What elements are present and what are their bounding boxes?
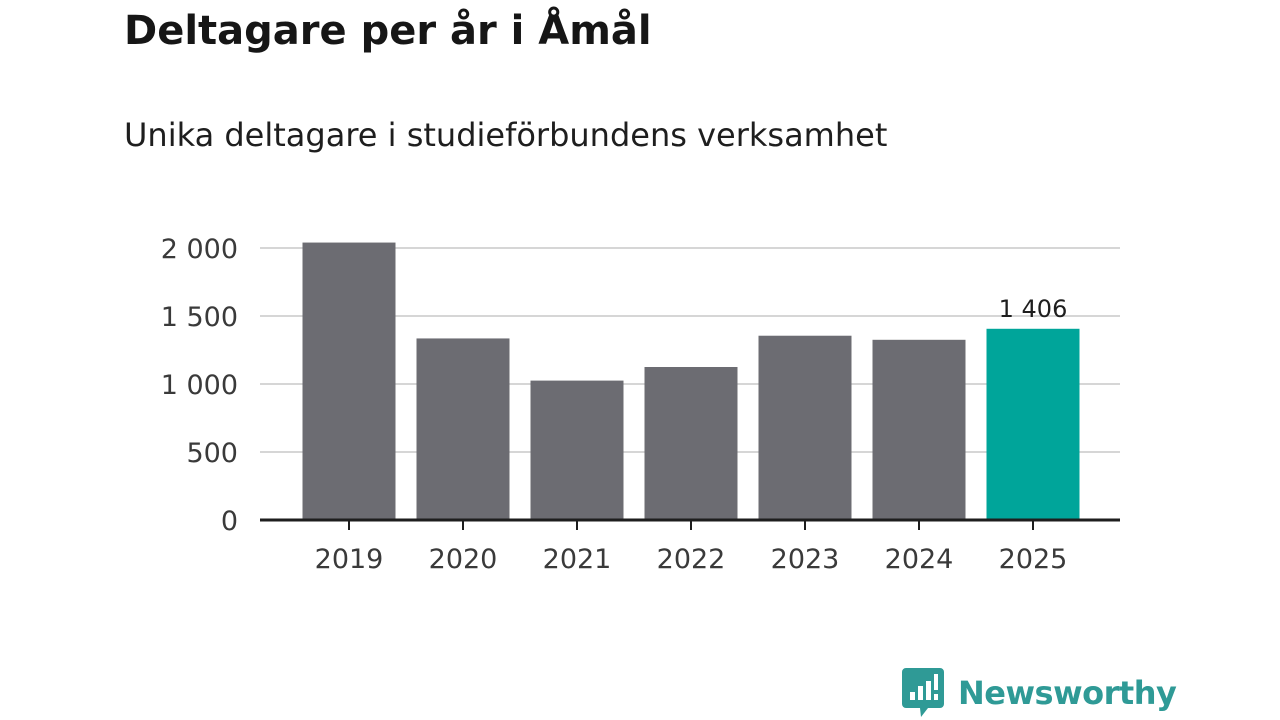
bar (758, 335, 852, 520)
bar-chart: 0 500 1 000 1 500 2 000 2019 2020 2021 2022 2023 2… (161, 234, 1120, 575)
y-tick-label: 1 500 (161, 302, 238, 333)
x-tick-label: 2020 (429, 544, 498, 575)
x-tick-label: 2021 (543, 544, 612, 575)
x-tick-label: 2023 (771, 544, 840, 575)
y-tick-label: 0 (221, 506, 238, 537)
bar (302, 242, 396, 520)
chart-title: Deltagare per år i Åmål (124, 8, 652, 54)
bar-highlight (986, 328, 1080, 520)
newsworthy-logo-icon (902, 668, 944, 717)
y-tick-label: 1 000 (161, 370, 238, 401)
y-tick-label: 500 (186, 438, 238, 469)
chart-subtitle: Unika deltagare i studieförbundens verks… (124, 116, 888, 154)
x-tick-label: 2019 (315, 544, 384, 575)
bar (530, 380, 624, 520)
y-tick-label: 2 000 (161, 234, 238, 265)
bar (644, 367, 738, 520)
x-tick-label: 2022 (657, 544, 726, 575)
newsworthy-brand-name: Newsworthy (958, 674, 1177, 712)
x-tick-label: 2025 (999, 544, 1068, 575)
x-tick-label: 2024 (885, 544, 954, 575)
bar (872, 339, 966, 520)
newsworthy-logo: Newsworthy (902, 668, 1177, 718)
data-label: 1 406 (999, 295, 1068, 323)
bar (416, 338, 510, 520)
